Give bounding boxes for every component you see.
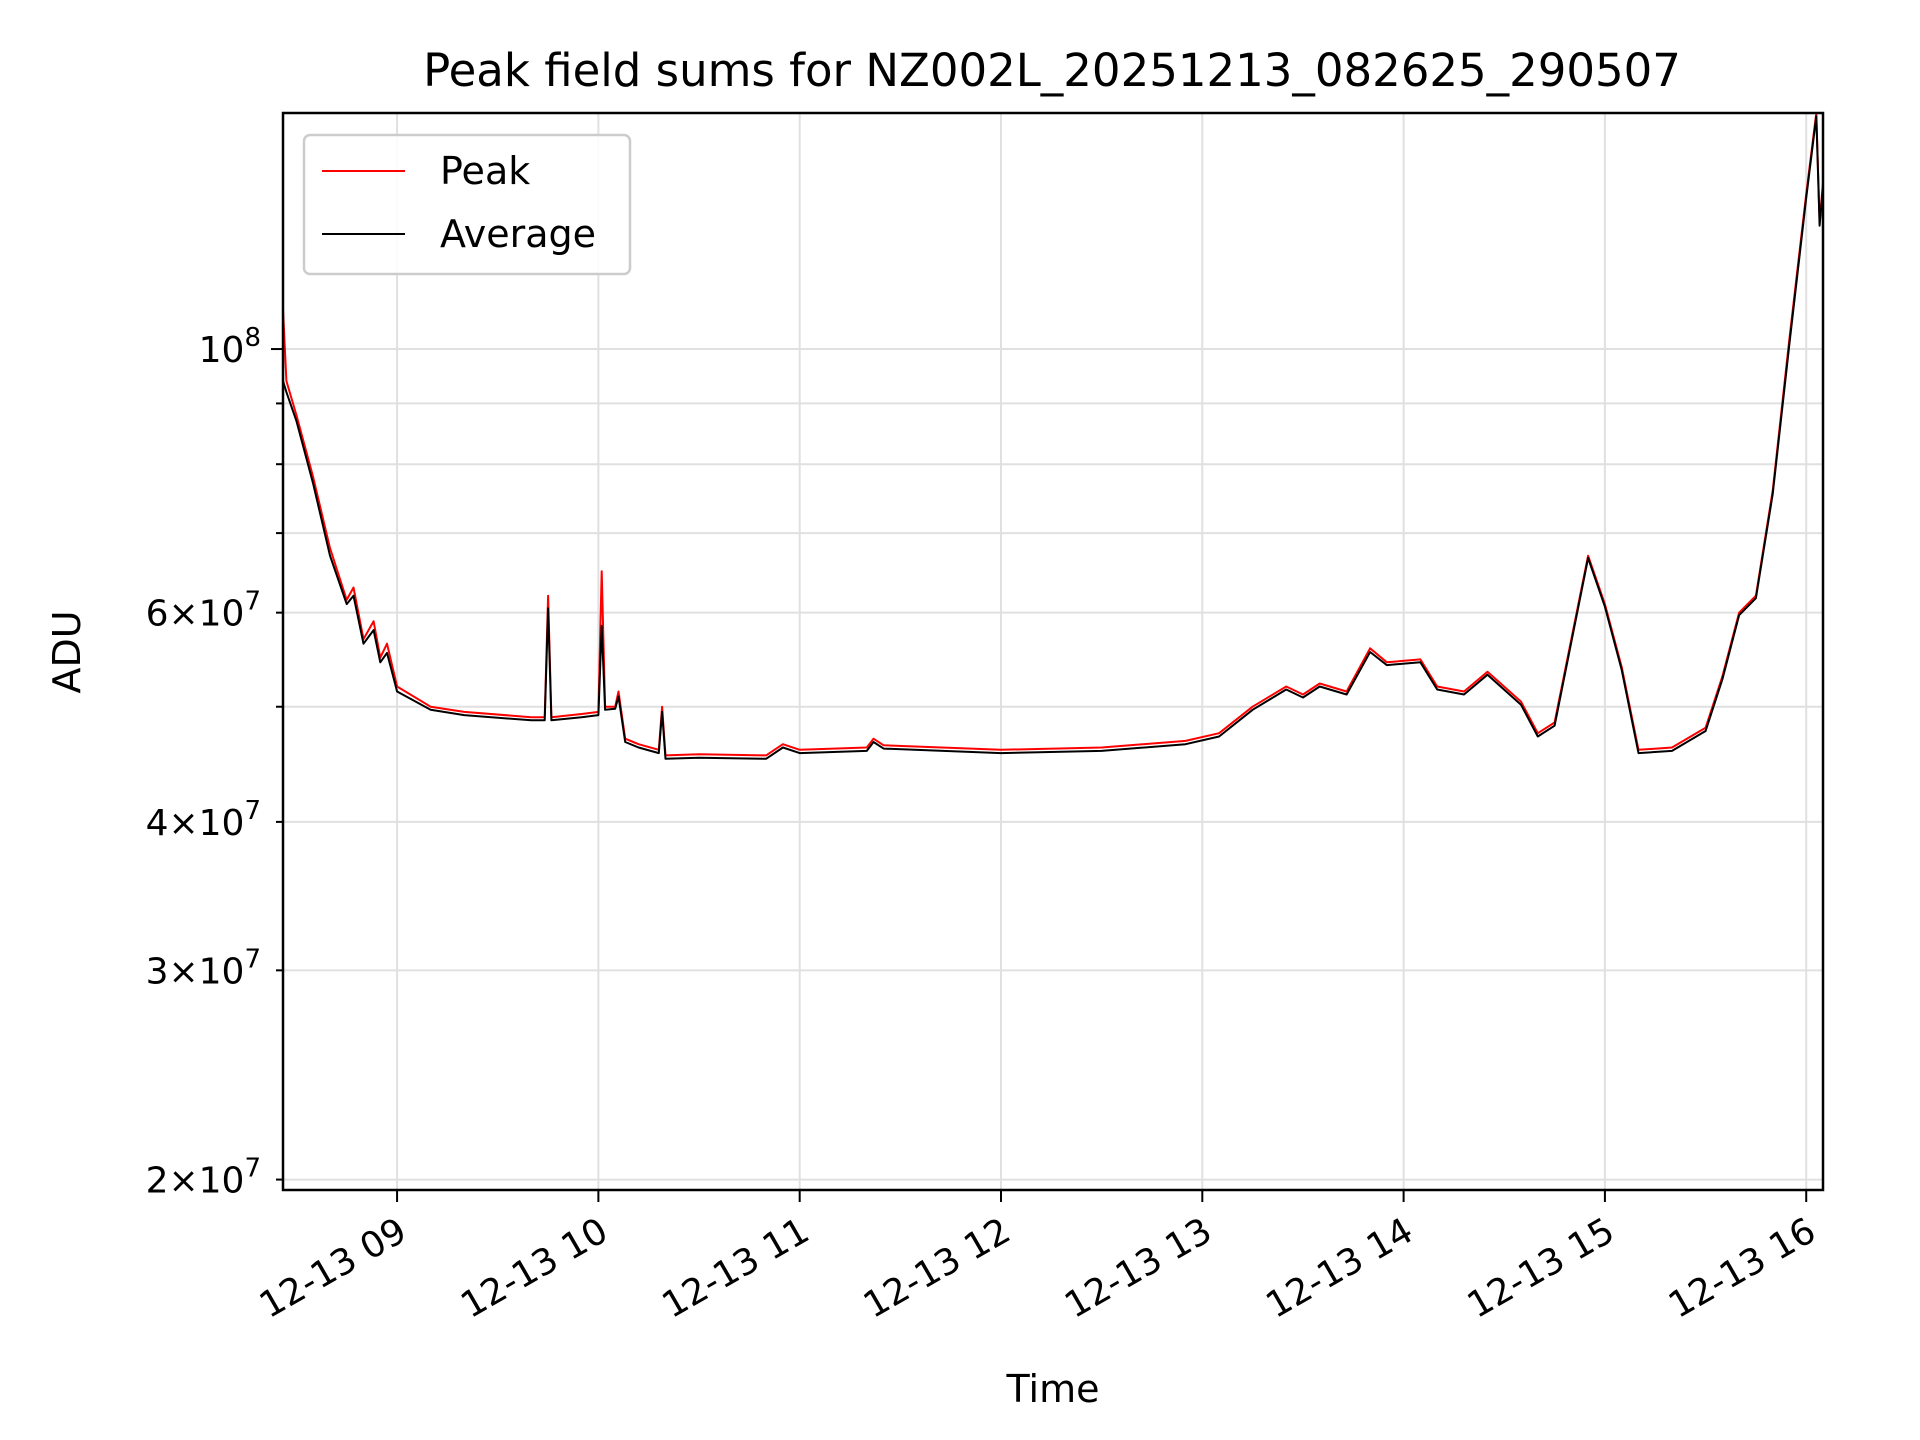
legend-label: Average bbox=[440, 212, 596, 256]
x-axis-label: Time bbox=[1006, 1367, 1100, 1411]
y-tick-mantissa: 2 bbox=[146, 1161, 169, 1202]
y-tick-mantissa: 6 bbox=[146, 594, 169, 635]
legend: Peak Average bbox=[302, 133, 632, 276]
series-layer bbox=[282, 112, 1824, 760]
y-tick-exponent: 7 bbox=[244, 944, 261, 974]
y-tick-mantissa: 4 bbox=[146, 803, 169, 844]
series-line-average bbox=[282, 115, 1824, 760]
y-tick-label: 3×107 bbox=[146, 944, 261, 992]
grid bbox=[283, 113, 1823, 1190]
y-tick-times: ×10 bbox=[168, 594, 244, 635]
y-tick-label: 4×107 bbox=[146, 796, 261, 844]
y-tick-times: ×10 bbox=[168, 951, 244, 992]
y-tick-label: 6×107 bbox=[146, 587, 261, 635]
y-tick-times: ×10 bbox=[168, 1161, 244, 1202]
chart-title: Peak field sums for NZ002L_20251213_0826… bbox=[423, 44, 1681, 97]
legend-box bbox=[302, 133, 632, 276]
y-tick-exponent: 7 bbox=[244, 796, 261, 826]
plot-frame bbox=[281, 111, 1825, 1192]
y-tick-exponent: 7 bbox=[244, 1154, 261, 1184]
y-tick-exponent: 8 bbox=[244, 323, 261, 353]
y-tick-label: 2×107 bbox=[146, 1154, 261, 1202]
y-axis-label: ADU bbox=[45, 610, 89, 693]
y-tick-base: 10 bbox=[199, 330, 245, 371]
y-tick-label: 108 bbox=[199, 323, 261, 371]
y-tick-exponent: 7 bbox=[244, 587, 261, 617]
legend-label: Peak bbox=[440, 149, 530, 193]
y-tick-times: ×10 bbox=[168, 803, 244, 844]
y-tick-mantissa: 3 bbox=[146, 951, 169, 992]
